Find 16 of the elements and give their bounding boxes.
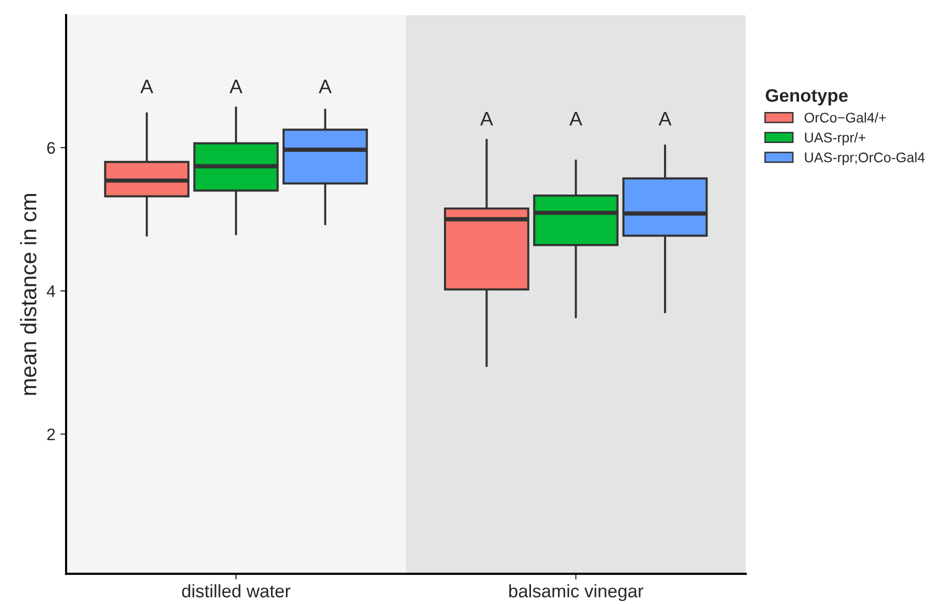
x-tick-label: distilled water <box>182 584 290 598</box>
y-tick-label: 4 <box>46 285 56 297</box>
legend-title: Genotype <box>766 89 848 106</box>
legend-label: UAS-rpr/+ <box>805 132 866 146</box>
annotation: A <box>140 80 154 94</box>
annotation: A <box>658 112 672 126</box>
annotation: A <box>318 80 332 94</box>
x-tick-label: balsamic vinegar <box>509 584 644 602</box>
y-axis-title: mean distance in cm <box>20 194 36 395</box>
y-tick-label: 2 <box>47 428 55 440</box>
annotation: A <box>230 80 242 94</box>
annotation: A <box>480 112 494 126</box>
y-tick-label: 6 <box>47 142 55 154</box>
annotation: A <box>569 112 582 126</box>
legend-label: OrCo−Gal4/+ <box>804 112 886 123</box>
legend-label: UAS-rpr;OrCo-Gal4 <box>805 152 925 166</box>
